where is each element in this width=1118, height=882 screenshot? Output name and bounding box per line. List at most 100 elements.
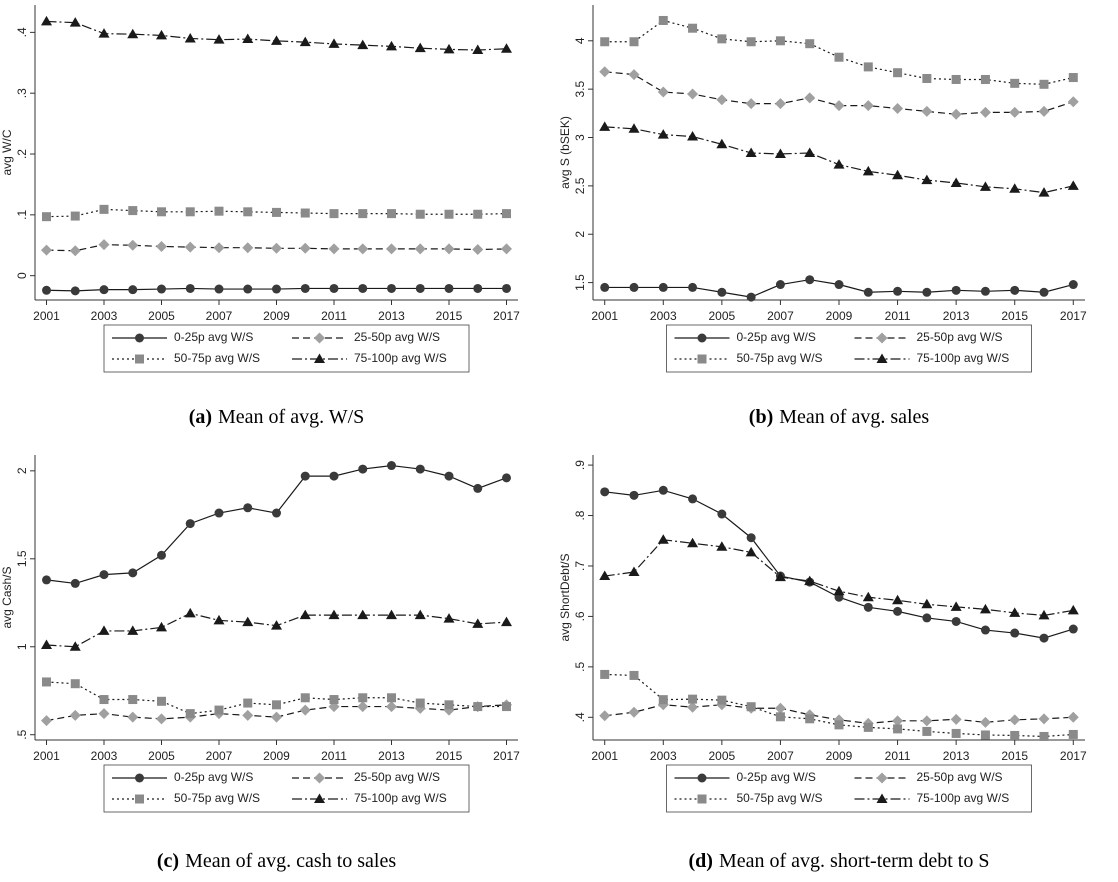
marker bbox=[1038, 713, 1050, 725]
marker bbox=[157, 207, 166, 217]
x-tick-label: 2017 bbox=[493, 309, 520, 323]
marker bbox=[329, 471, 339, 481]
marker bbox=[70, 286, 80, 296]
marker bbox=[921, 715, 933, 727]
marker bbox=[185, 519, 195, 529]
marker bbox=[600, 487, 610, 497]
x-tick-label: 2015 bbox=[1001, 749, 1028, 763]
y-axis-title: avg Cash/S bbox=[0, 566, 14, 628]
x-tick-label: 2001 bbox=[591, 309, 618, 323]
marker bbox=[1009, 607, 1021, 617]
marker bbox=[658, 282, 668, 292]
marker bbox=[893, 286, 903, 296]
marker bbox=[272, 700, 281, 710]
marker bbox=[415, 283, 425, 293]
marker bbox=[951, 74, 961, 84]
legend-marker bbox=[314, 793, 325, 803]
marker bbox=[386, 701, 397, 713]
marker bbox=[414, 42, 426, 53]
marker bbox=[746, 702, 756, 712]
marker bbox=[893, 724, 903, 734]
y-tick-label: 2 bbox=[573, 231, 587, 238]
x-tick-label: 2009 bbox=[263, 309, 290, 323]
x-tick-label: 2017 bbox=[493, 749, 520, 763]
marker bbox=[502, 702, 511, 712]
marker bbox=[41, 244, 52, 256]
marker bbox=[717, 509, 727, 519]
marker bbox=[387, 209, 396, 219]
y-tick-label: .7 bbox=[573, 561, 587, 571]
marker bbox=[1010, 78, 1020, 88]
legend-marker bbox=[876, 353, 888, 363]
marker bbox=[300, 208, 310, 218]
marker bbox=[473, 483, 483, 493]
marker bbox=[863, 602, 873, 612]
marker bbox=[328, 609, 340, 620]
marker bbox=[443, 243, 455, 255]
marker bbox=[157, 550, 166, 560]
x-tick-label: 2003 bbox=[91, 749, 118, 763]
marker bbox=[1010, 730, 1020, 740]
marker bbox=[863, 62, 873, 72]
marker bbox=[42, 212, 51, 222]
legend-label: 0-25p avg W/S bbox=[174, 770, 253, 784]
caption-text: Mean of avg. W/S bbox=[218, 406, 364, 428]
marker bbox=[69, 245, 81, 257]
marker bbox=[658, 15, 668, 25]
marker bbox=[1009, 106, 1021, 118]
legend-label: 0-25p avg W/S bbox=[737, 330, 816, 344]
legend-marker bbox=[876, 332, 888, 344]
legend-marker bbox=[135, 773, 144, 783]
marker bbox=[834, 52, 844, 62]
x-tick-label: 2013 bbox=[943, 749, 970, 763]
marker bbox=[387, 461, 396, 471]
marker bbox=[329, 695, 339, 705]
marker bbox=[473, 209, 483, 219]
marker bbox=[243, 207, 253, 217]
marker bbox=[628, 123, 640, 133]
y-axis-title: avg ShortDebt/S bbox=[558, 553, 572, 641]
marker bbox=[69, 709, 81, 721]
marker bbox=[1010, 628, 1020, 638]
marker bbox=[687, 537, 699, 548]
marker bbox=[357, 701, 369, 713]
y-tick-label: .1 bbox=[15, 210, 29, 220]
marker bbox=[414, 609, 426, 620]
marker bbox=[774, 148, 786, 158]
marker bbox=[1009, 183, 1021, 193]
legend-label: 75-100p avg W/S bbox=[354, 351, 447, 365]
marker bbox=[472, 618, 484, 628]
marker bbox=[1038, 105, 1050, 117]
marker bbox=[42, 575, 51, 585]
marker bbox=[922, 74, 932, 84]
chart-panel: 1.5 2 2.5 3 3.5 4 2001 2003 2005 2007 2009 2011 2013… bbox=[558, 5, 1087, 428]
marker bbox=[387, 283, 396, 293]
marker bbox=[745, 147, 757, 157]
marker bbox=[213, 34, 225, 44]
legend-marker bbox=[697, 333, 707, 343]
marker bbox=[775, 36, 785, 46]
marker bbox=[213, 614, 225, 625]
marker bbox=[892, 594, 904, 605]
marker bbox=[716, 541, 728, 551]
x-tick-label: 2013 bbox=[378, 749, 405, 763]
y-tick-label: .4 bbox=[15, 27, 29, 37]
marker bbox=[834, 280, 844, 290]
marker bbox=[774, 571, 786, 582]
marker bbox=[950, 108, 962, 120]
chart-panel: 0 .1 .2 .3 .4 2001 2003 2005 2007 2009 2011 2013 201… bbox=[0, 5, 520, 428]
marker bbox=[922, 726, 932, 736]
y-tick-label: .9 bbox=[573, 460, 587, 470]
marker bbox=[127, 711, 139, 723]
marker bbox=[156, 240, 167, 252]
marker bbox=[1038, 187, 1050, 197]
marker bbox=[1068, 280, 1078, 290]
y-tick-label: .2 bbox=[15, 149, 29, 159]
x-tick-label: 2005 bbox=[709, 749, 736, 763]
marker bbox=[472, 244, 484, 256]
legend-marker bbox=[876, 772, 888, 784]
marker bbox=[922, 613, 932, 623]
marker bbox=[444, 209, 454, 219]
marker bbox=[1009, 714, 1021, 726]
